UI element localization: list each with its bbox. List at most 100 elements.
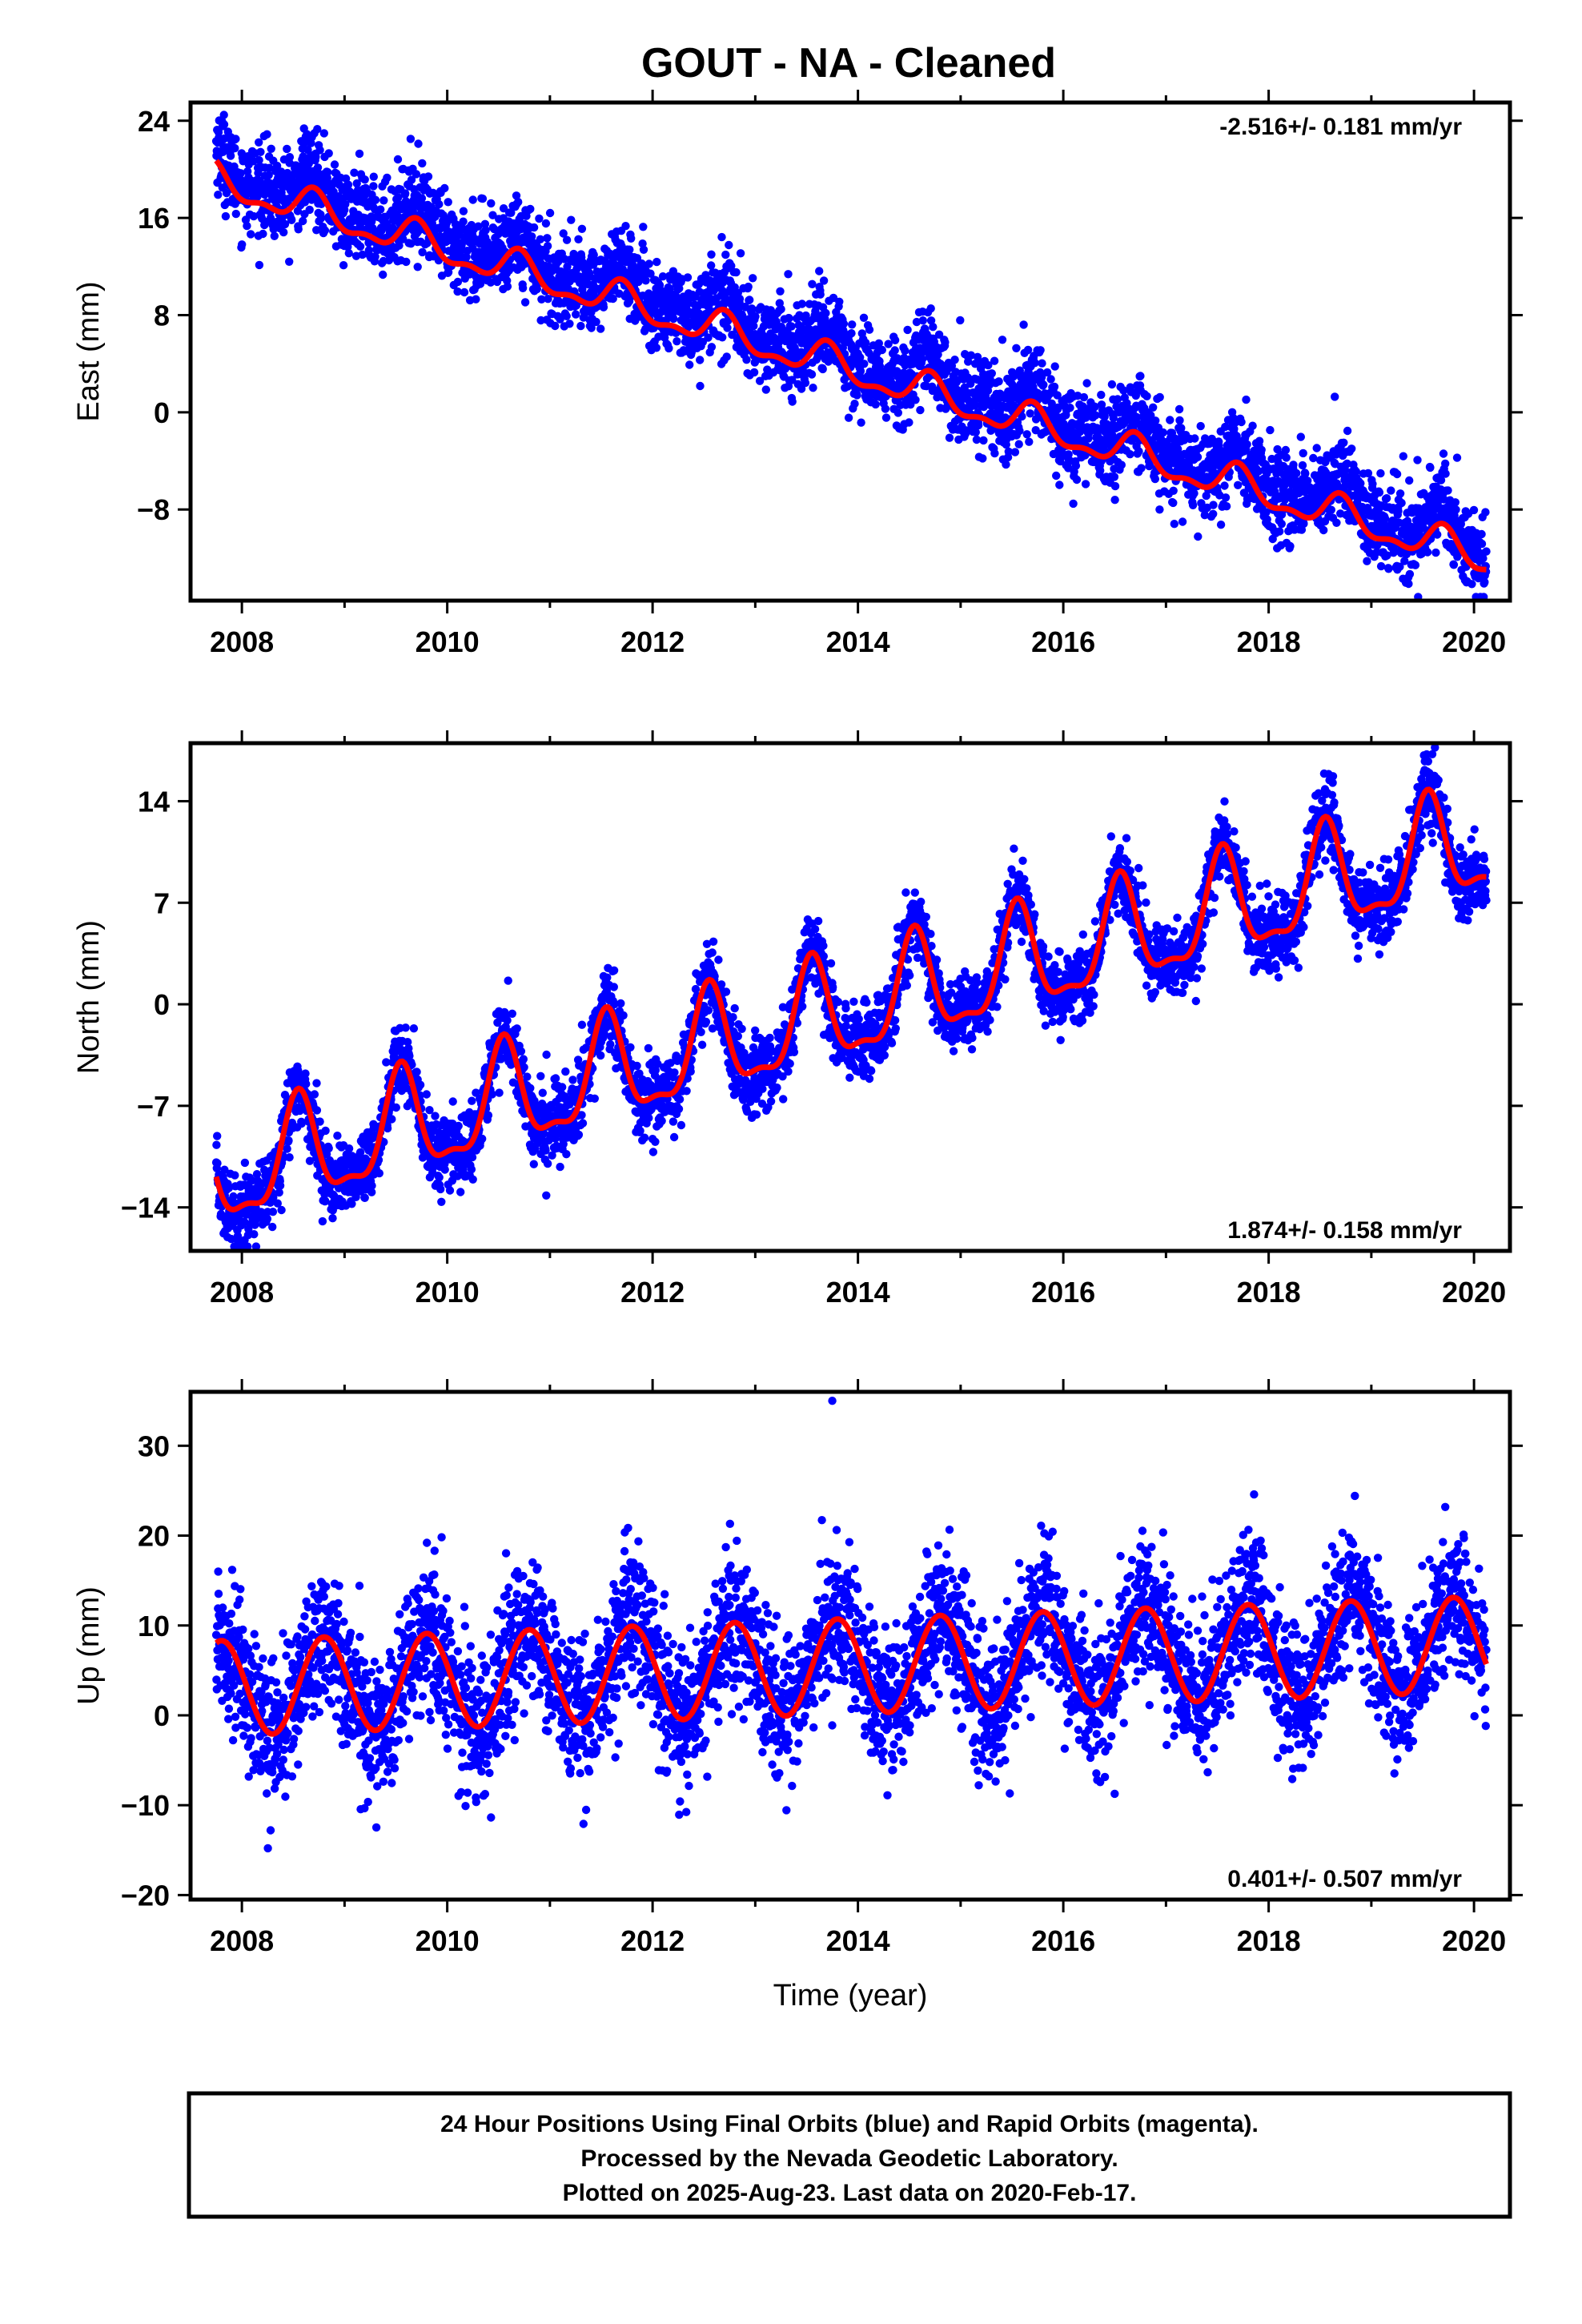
observation-point bbox=[297, 1119, 306, 1128]
observation-point bbox=[280, 219, 290, 229]
observation-point bbox=[562, 312, 571, 320]
observation-point bbox=[565, 320, 574, 328]
observation-point bbox=[1022, 430, 1031, 439]
observation-point bbox=[247, 230, 255, 239]
observation-point bbox=[1188, 501, 1198, 509]
observation-point bbox=[1069, 499, 1078, 509]
observation-point bbox=[1221, 493, 1231, 502]
observation-point bbox=[717, 232, 726, 242]
observation-point bbox=[1055, 480, 1064, 489]
observation-point bbox=[424, 172, 433, 181]
observation-point bbox=[418, 247, 427, 257]
observation-point bbox=[1002, 460, 1010, 469]
observation-point bbox=[222, 188, 231, 198]
observation-point bbox=[1413, 456, 1422, 464]
observation-point bbox=[1158, 428, 1168, 437]
observation-point bbox=[1481, 508, 1490, 517]
observation-point bbox=[1299, 519, 1308, 529]
observation-point bbox=[383, 173, 391, 183]
observation-point bbox=[839, 320, 849, 328]
observation-point bbox=[219, 120, 229, 129]
observation-point bbox=[1117, 460, 1126, 469]
observation-point bbox=[736, 249, 745, 258]
observation-point bbox=[468, 195, 477, 204]
observation-point bbox=[272, 161, 282, 171]
observation-point bbox=[1248, 421, 1257, 430]
observation-point bbox=[1242, 395, 1251, 404]
observation-point bbox=[375, 1168, 383, 1178]
observation-point bbox=[339, 261, 348, 270]
observation-point bbox=[529, 223, 539, 232]
observation-point bbox=[1405, 476, 1414, 485]
observation-point bbox=[707, 250, 716, 259]
observation-point bbox=[1107, 380, 1117, 389]
observation-point bbox=[761, 385, 770, 394]
observation-point bbox=[707, 343, 717, 352]
observation-point bbox=[371, 195, 380, 204]
observation-point bbox=[1066, 404, 1074, 412]
observation-point bbox=[819, 276, 829, 285]
observation-point bbox=[255, 138, 263, 147]
observation-point bbox=[1010, 448, 1020, 456]
observation-point bbox=[1382, 494, 1391, 503]
observation-point bbox=[417, 194, 427, 203]
observation-point bbox=[300, 198, 309, 207]
observation-point bbox=[266, 214, 275, 223]
observation-point bbox=[360, 1193, 369, 1203]
observation-point bbox=[310, 1090, 319, 1099]
observation-point bbox=[255, 260, 264, 270]
observation-point bbox=[1387, 486, 1395, 495]
observation-point bbox=[1134, 447, 1143, 456]
observation-point bbox=[797, 300, 806, 308]
observation-point bbox=[294, 225, 303, 234]
observation-point bbox=[1194, 532, 1203, 541]
observation-point bbox=[301, 1069, 310, 1078]
observation-point bbox=[1262, 508, 1271, 517]
observation-point bbox=[407, 175, 416, 184]
observation-point bbox=[520, 298, 530, 307]
observation-point bbox=[574, 235, 583, 243]
observation-point bbox=[641, 276, 650, 285]
observation-point bbox=[1038, 359, 1046, 368]
observation-point bbox=[1082, 379, 1091, 388]
observation-point bbox=[312, 1079, 321, 1088]
observation-point bbox=[1036, 346, 1045, 355]
observation-point bbox=[1079, 392, 1089, 402]
observation-point bbox=[1155, 392, 1164, 402]
observation-point bbox=[514, 198, 523, 207]
observation-point bbox=[541, 219, 551, 228]
observation-point bbox=[460, 287, 469, 297]
observation-point bbox=[265, 163, 274, 172]
observation-point bbox=[901, 346, 909, 356]
observation-point bbox=[721, 250, 730, 259]
observation-point bbox=[387, 1115, 396, 1124]
observation-point bbox=[321, 1126, 330, 1136]
observation-point bbox=[267, 144, 275, 153]
observation-point bbox=[1299, 448, 1307, 458]
observation-point bbox=[343, 243, 352, 251]
observation-point bbox=[696, 356, 705, 364]
observation-point bbox=[231, 135, 240, 143]
observation-point bbox=[1097, 390, 1106, 400]
observation-point bbox=[1395, 489, 1405, 498]
observation-point bbox=[231, 143, 239, 153]
observation-point bbox=[1296, 432, 1306, 441]
observation-point bbox=[264, 171, 273, 179]
observation-point bbox=[1433, 530, 1442, 539]
observation-point bbox=[229, 1192, 238, 1201]
observation-point bbox=[850, 400, 859, 408]
observation-point bbox=[324, 1144, 333, 1153]
observation-point bbox=[865, 325, 874, 334]
observation-point bbox=[284, 1136, 293, 1145]
observation-point bbox=[945, 433, 954, 442]
observation-point bbox=[744, 282, 753, 292]
observation-point bbox=[990, 356, 999, 365]
observation-point bbox=[859, 313, 869, 322]
east-rate-label: -2.516+/- 0.181 mm/yr bbox=[1219, 114, 1462, 140]
x-tick-label: 2012 bbox=[620, 625, 685, 658]
observation-point bbox=[453, 287, 462, 296]
observation-point bbox=[1169, 486, 1178, 495]
y-tick-label: 24 bbox=[138, 105, 170, 138]
observation-point bbox=[644, 259, 653, 268]
observation-point bbox=[315, 146, 324, 155]
